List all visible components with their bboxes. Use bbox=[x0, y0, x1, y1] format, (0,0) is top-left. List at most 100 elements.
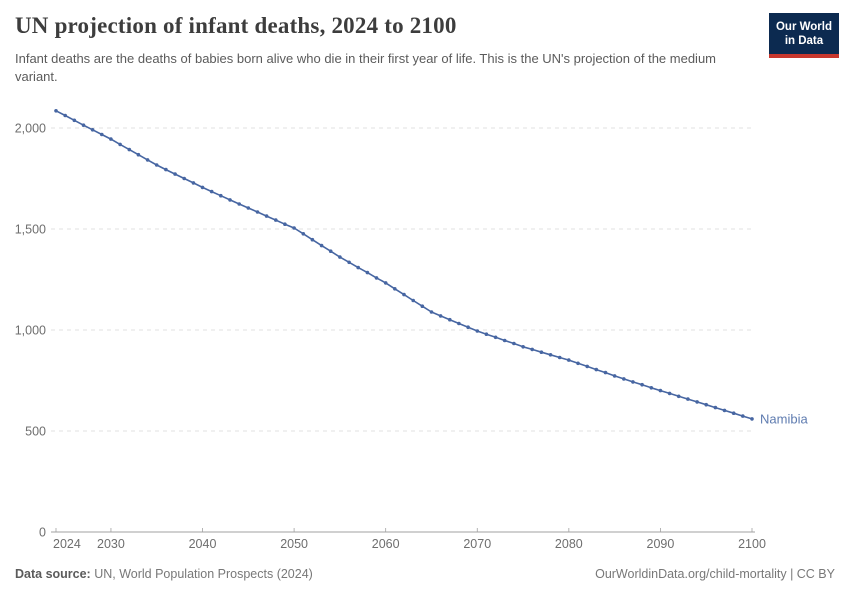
data-point[interactable] bbox=[585, 364, 589, 369]
data-source-value: UN, World Population Prospects (2024) bbox=[90, 567, 313, 581]
data-point[interactable] bbox=[576, 361, 580, 366]
data-point[interactable] bbox=[118, 142, 122, 147]
x-axis-tick-label: 2024 bbox=[53, 537, 81, 551]
data-point[interactable] bbox=[127, 147, 132, 152]
data-point[interactable] bbox=[319, 243, 324, 248]
data-point[interactable] bbox=[136, 152, 141, 157]
chart-subtitle: Infant deaths are the deaths of babies b… bbox=[15, 50, 717, 85]
data-point[interactable] bbox=[328, 249, 333, 253]
entity-label[interactable]: Namibia bbox=[760, 411, 808, 426]
data-point[interactable] bbox=[292, 226, 296, 230]
data-point[interactable] bbox=[255, 210, 260, 214]
data-point[interactable] bbox=[420, 304, 425, 309]
data-point[interactable] bbox=[90, 128, 95, 132]
data-point[interactable] bbox=[310, 237, 315, 242]
y-axis-tick-label: 1,000 bbox=[15, 324, 46, 338]
data-point[interactable] bbox=[301, 232, 306, 236]
data-point[interactable] bbox=[81, 123, 86, 127]
data-point[interactable] bbox=[264, 214, 269, 218]
data-point[interactable] bbox=[164, 167, 168, 172]
data-point[interactable] bbox=[145, 158, 150, 162]
data-point[interactable] bbox=[219, 193, 223, 198]
credit-link[interactable]: OurWorldinData.org/child-mortality | CC … bbox=[595, 567, 835, 581]
data-point[interactable] bbox=[173, 172, 177, 176]
data-point[interactable] bbox=[539, 350, 544, 355]
y-axis-tick-label: 500 bbox=[25, 425, 46, 439]
data-point[interactable] bbox=[283, 222, 287, 226]
data-point[interactable] bbox=[200, 185, 205, 190]
data-point[interactable] bbox=[521, 345, 525, 349]
data-point[interactable] bbox=[594, 367, 599, 372]
x-axis-tick-label: 2060 bbox=[372, 537, 400, 551]
data-point[interactable] bbox=[713, 405, 718, 410]
data-point[interactable] bbox=[741, 414, 745, 418]
data-point[interactable] bbox=[209, 189, 214, 194]
data-point[interactable] bbox=[338, 255, 342, 259]
data-point[interactable] bbox=[191, 181, 196, 185]
data-source: Data source: UN, World Population Prospe… bbox=[15, 567, 313, 581]
data-point[interactable] bbox=[695, 400, 699, 404]
x-axis-tick-label: 2100 bbox=[738, 537, 766, 551]
data-point[interactable] bbox=[667, 391, 672, 396]
data-point[interactable] bbox=[374, 276, 379, 280]
data-point[interactable] bbox=[530, 347, 534, 352]
x-axis-tick-label: 2080 bbox=[555, 537, 583, 551]
data-point[interactable] bbox=[237, 202, 241, 206]
data-point[interactable] bbox=[448, 317, 452, 322]
data-point[interactable] bbox=[182, 176, 186, 181]
data-point[interactable] bbox=[622, 377, 626, 381]
data-point[interactable] bbox=[704, 402, 708, 407]
x-axis-tick-label: 2030 bbox=[97, 537, 125, 551]
data-point[interactable] bbox=[750, 417, 754, 421]
data-point[interactable] bbox=[631, 380, 635, 384]
data-point[interactable] bbox=[512, 341, 516, 346]
data-point[interactable] bbox=[54, 109, 58, 113]
data-point[interactable] bbox=[640, 382, 644, 387]
data-point[interactable] bbox=[402, 292, 406, 297]
x-axis-tick-label: 2070 bbox=[463, 537, 491, 551]
data-point[interactable] bbox=[658, 388, 663, 393]
owid-logo[interactable]: Our World in Data bbox=[768, 13, 839, 58]
data-point[interactable] bbox=[493, 335, 498, 340]
data-point[interactable] bbox=[109, 137, 113, 141]
data-point[interactable] bbox=[731, 411, 736, 416]
data-point[interactable] bbox=[438, 314, 443, 318]
data-point[interactable] bbox=[429, 310, 434, 314]
data-point[interactable] bbox=[100, 132, 104, 137]
data-point[interactable] bbox=[365, 270, 370, 275]
x-axis-tick-label: 2040 bbox=[189, 537, 217, 551]
data-point[interactable] bbox=[63, 113, 67, 118]
data-point[interactable] bbox=[502, 338, 507, 343]
data-point[interactable] bbox=[72, 118, 77, 123]
data-point[interactable] bbox=[347, 260, 351, 265]
chart-header: UN projection of infant deaths, 2024 to … bbox=[15, 12, 839, 87]
data-point[interactable] bbox=[154, 163, 159, 167]
data-point[interactable] bbox=[466, 325, 470, 330]
data-source-label: Data source: bbox=[15, 567, 91, 581]
data-point[interactable] bbox=[649, 386, 654, 390]
data-point[interactable] bbox=[274, 218, 278, 222]
y-axis-tick-label: 1,500 bbox=[15, 223, 46, 237]
data-point[interactable] bbox=[393, 287, 397, 291]
data-point[interactable] bbox=[475, 329, 480, 333]
data-point[interactable] bbox=[722, 408, 727, 413]
data-point[interactable] bbox=[246, 206, 251, 210]
data-point[interactable] bbox=[356, 265, 361, 270]
y-axis-tick-label: 0 bbox=[39, 526, 46, 540]
data-point[interactable] bbox=[457, 321, 461, 326]
page-title: UN projection of infant deaths, 2024 to … bbox=[15, 13, 457, 38]
data-point[interactable] bbox=[676, 394, 681, 399]
data-point[interactable] bbox=[383, 281, 388, 285]
data-point[interactable] bbox=[567, 358, 571, 362]
data-point[interactable] bbox=[557, 355, 562, 360]
data-point[interactable] bbox=[603, 370, 608, 375]
owid-logo-line1: Our World bbox=[775, 21, 832, 33]
data-point[interactable] bbox=[686, 397, 690, 401]
data-point[interactable] bbox=[228, 198, 232, 202]
data-point[interactable] bbox=[411, 298, 416, 303]
data-point[interactable] bbox=[548, 353, 553, 357]
chart-footer: Data source: UN, World Population Prospe… bbox=[15, 567, 835, 581]
data-point[interactable] bbox=[484, 332, 489, 337]
namibia-line[interactable] bbox=[55, 110, 753, 420]
data-point[interactable] bbox=[612, 374, 617, 378]
